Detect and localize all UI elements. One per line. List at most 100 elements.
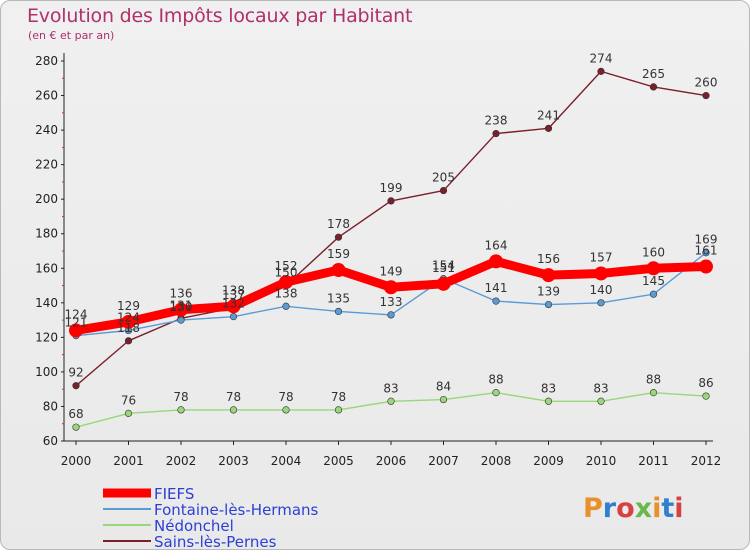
y-tick-label: 120: [35, 330, 58, 344]
data-label: 178: [327, 217, 350, 231]
data-label: 238: [485, 114, 508, 128]
data-label: 157: [590, 250, 613, 264]
chart-subtitle: (en € et par an): [28, 29, 115, 42]
logo-text: Proxiti: [583, 493, 684, 524]
axes: 60 80 100 120 140 160 180 200 220 240 260 280 2000 20…: [35, 53, 721, 468]
y-tick-label: 260: [35, 89, 58, 103]
x-tick-label: 2008: [481, 454, 512, 468]
data-label: 151: [432, 261, 455, 275]
x-tick-label: 2011: [638, 454, 669, 468]
data-label: 133: [380, 295, 403, 309]
data-label: 88: [488, 373, 503, 387]
data-label: 199: [380, 181, 403, 195]
point-0-5: [331, 263, 346, 277]
point-3-9: [544, 124, 553, 132]
data-label: 156: [537, 252, 560, 266]
x-tick-label: 2002: [166, 454, 197, 468]
legend-label: Fontaine-lès-Hermans: [154, 501, 319, 519]
data-label: 78: [173, 390, 188, 404]
point-2-9: [544, 397, 553, 405]
y-tick-label: 200: [35, 192, 58, 206]
data-label: 92: [68, 366, 83, 380]
point-3-11: [649, 83, 658, 91]
data-label: 131: [170, 298, 193, 312]
y-tick-label: 100: [35, 365, 58, 379]
x-tick-label: 2006: [376, 454, 407, 468]
legend: FIEFSFontaine-lès-HermansNédonchelSains-…: [103, 485, 319, 549]
point-1-6: [387, 311, 395, 319]
data-label: 68: [68, 407, 83, 421]
point-2-2: [177, 406, 185, 414]
data-label: 88: [646, 373, 661, 387]
y-tick-label: 80: [43, 399, 58, 413]
data-label: 138: [275, 286, 298, 300]
data-label: 78: [331, 390, 346, 404]
data-label: 78: [226, 390, 241, 404]
point-1-9: [544, 300, 553, 309]
x-tick-label: 2000: [61, 454, 92, 468]
data-label: 169: [695, 233, 718, 247]
data-label: 83: [383, 381, 398, 395]
point-2-0: [72, 423, 80, 431]
point-2-10: [597, 397, 605, 405]
point-3-7: [439, 186, 448, 195]
point-2-7: [439, 395, 448, 404]
data-label: 241: [537, 108, 560, 122]
point-0-12: [699, 259, 713, 274]
data-label: 78: [278, 390, 293, 404]
point-2-11: [649, 389, 658, 397]
point-0-2: [174, 302, 188, 317]
y-tick-label: 220: [35, 158, 58, 172]
data-label: 265: [642, 67, 665, 81]
data-label: 205: [432, 171, 455, 185]
data-label: 140: [590, 283, 613, 297]
point-2-12: [702, 392, 710, 400]
point-0-0: [69, 323, 83, 338]
y-tick-label: 140: [35, 296, 58, 310]
data-label: 164: [485, 238, 508, 252]
data-label: 76: [121, 393, 136, 407]
point-0-10: [594, 266, 608, 281]
point-3-0: [72, 382, 80, 390]
point-1-2: [177, 316, 185, 324]
point-1-10: [597, 299, 605, 307]
point-2-3: [229, 406, 238, 414]
data-label: 137: [222, 288, 245, 302]
point-0-3: [226, 299, 241, 314]
y-tick-label: 160: [35, 261, 58, 275]
point-3-6: [387, 197, 395, 205]
point-0-4: [279, 275, 293, 290]
point-2-5: [334, 406, 343, 414]
data-label: 136: [170, 287, 193, 301]
point-0-11: [646, 261, 661, 276]
point-3-8: [492, 129, 500, 138]
point-2-4: [282, 406, 290, 414]
y-tick-label: 180: [35, 227, 58, 241]
y-tick-label: 60: [43, 434, 58, 448]
data-label: 138: [222, 283, 245, 297]
data-label: 132: [222, 297, 245, 311]
x-tick-label: 2003: [218, 454, 249, 468]
data-label: 149: [380, 264, 403, 278]
point-1-12: [702, 249, 710, 257]
data-label: 135: [327, 291, 350, 305]
data-labels: 92 118 131 137 150 178 199 205 238 241 274 265 260 12…: [65, 51, 718, 421]
chart-title: Evolution des Impôts locaux par Habitant: [27, 5, 413, 27]
legend-label: Sains-lès-Pernes: [154, 533, 277, 549]
point-2-6: [387, 397, 395, 405]
x-tick-label: 2001: [113, 454, 144, 468]
data-label: 152: [275, 259, 298, 273]
x-tick-label: 2009: [533, 454, 564, 468]
point-3-10: [597, 67, 605, 75]
point-3-5: [334, 233, 343, 241]
data-label: 139: [537, 285, 560, 299]
data-label: 160: [642, 245, 665, 259]
data-label: 121: [65, 316, 88, 330]
x-tick-label: 2012: [691, 454, 722, 468]
data-label: 274: [590, 51, 613, 65]
point-2-8: [492, 389, 500, 397]
y-tick-label: 280: [35, 54, 58, 68]
data-label: 83: [593, 381, 608, 395]
